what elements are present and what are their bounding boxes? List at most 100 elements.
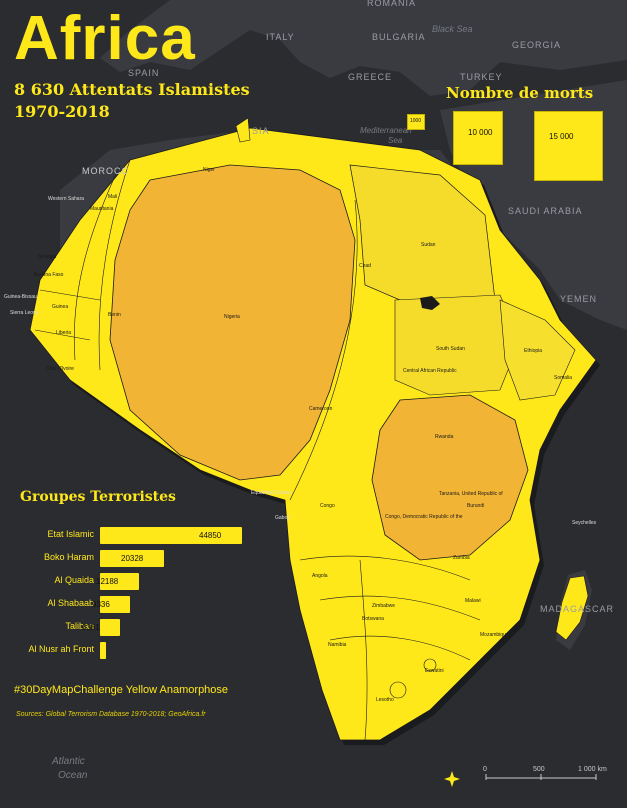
group-bar — [100, 596, 130, 613]
label-spain: SPAIN — [128, 68, 160, 78]
country-equatorial-guinea: Equatorial Guinea — [251, 490, 292, 496]
group-label: Al Shabaab — [47, 598, 94, 608]
border-south-3 — [329, 635, 471, 661]
border-south-4 — [359, 559, 368, 741]
border-west-4 — [34, 329, 91, 341]
country-car: Central African Republic — [403, 368, 457, 374]
label-tunisia: SIA — [252, 126, 270, 136]
map-subtitle-line2: 1970-2018 — [14, 102, 110, 121]
country-lesotho: Lesotho — [376, 697, 394, 703]
country-ethiopia: Ethiopia — [524, 348, 543, 354]
country-mozambique: Mozambique — [480, 632, 509, 638]
border-west-2 — [73, 164, 121, 361]
group-bar — [100, 550, 164, 567]
map-title: Africa — [14, 4, 196, 73]
country-cameroon: Cameroon — [309, 406, 333, 412]
region-nigeria — [109, 164, 356, 481]
group-label: Al Quaida — [54, 575, 94, 585]
legend-square-large: 15 000 — [534, 111, 603, 181]
country-gabon: Gabon — [275, 515, 291, 521]
region-madagascar — [555, 575, 589, 641]
label-romania: ROMANIA — [367, 0, 417, 8]
scale-label-1000: 1 000 km — [578, 766, 607, 773]
group-value: 9336 — [92, 600, 110, 609]
country-tanzania: Tanzania, United Republic of — [439, 491, 503, 497]
scale-label-0: 0 — [483, 766, 487, 773]
group-value: 44850 — [199, 531, 222, 540]
legend-square-small: 1000 — [407, 114, 425, 130]
region-ethiopia — [499, 299, 576, 401]
label-atlantic: Atlantic — [52, 756, 85, 767]
country-burkina: Burkina Faso — [34, 272, 64, 278]
country-cote: Côte d'Ivoire — [46, 366, 74, 372]
groups-title: Groupes Terroristes — [20, 489, 176, 505]
label-italy: ITALY — [266, 32, 295, 42]
country-zambia: Zambia — [453, 555, 470, 561]
region-southsudan — [394, 294, 521, 396]
country-guinea-bissau: Guinea-Bissau — [4, 294, 37, 300]
region-drc — [371, 394, 529, 561]
label-sea: Sea — [388, 136, 403, 145]
label-saudi: SAUDI ARABIA — [508, 206, 583, 216]
legend-title: Nombre de morts — [446, 84, 594, 102]
region-tunisia — [235, 117, 251, 143]
sources-caption: Sources: Global Terrorism Database 1970-… — [16, 711, 206, 718]
group-value: 20328 — [121, 554, 144, 563]
region-darfur — [420, 296, 440, 310]
group-bar — [100, 573, 139, 590]
label-madagascar: MADAGASCAR — [540, 604, 615, 614]
label-ocean: Ocean — [58, 770, 88, 781]
country-sudan: Sudan — [421, 242, 436, 248]
label-mediterranean: Mediterranean — [360, 126, 412, 135]
label-bulgaria: BULGARIA — [372, 32, 426, 42]
legend-size-large: 15 000 — [549, 132, 574, 141]
group-bar — [100, 527, 242, 544]
country-rwanda: Rwanda — [435, 434, 454, 440]
country-seychelles: Seychelles — [572, 520, 597, 526]
group-label: Al Nusr ah Front — [28, 644, 94, 654]
country-botswana: Botswana — [362, 616, 384, 622]
north-arrow-icon — [444, 771, 460, 787]
country-chad: Chad — [359, 263, 371, 269]
label-yemen: YEMEN — [560, 294, 598, 304]
basemap-europe — [100, 0, 627, 96]
country-south-sudan: South Sudan — [436, 346, 465, 352]
legend-square-medium: 10 000 — [453, 111, 503, 165]
scale-label-500: 500 — [533, 766, 545, 773]
label-morocco: MOROCC — [82, 166, 129, 176]
country-sierra-leone: Sierra Leone — [10, 310, 39, 316]
group-bar — [100, 642, 106, 659]
border-west-3 — [39, 289, 101, 301]
label-black-sea: Black Sea — [432, 24, 473, 34]
group-label: Boko Haram — [43, 552, 94, 562]
country-benin: Benin — [108, 312, 121, 318]
legend-size-small: 1000 — [410, 118, 422, 124]
group-label: Taliban — [65, 621, 94, 631]
group-bar — [100, 619, 120, 636]
border-south-2 — [319, 595, 481, 621]
hashtag-caption: #30DayMapChallenge Yellow Anamorphose — [14, 684, 229, 696]
country-guinea: Guinea — [52, 304, 69, 310]
country-senegal: Senegal — [38, 254, 57, 260]
country-angola: Angola — [312, 573, 328, 579]
group-value: 12188 — [96, 577, 119, 586]
country-burundi: Burundi — [467, 503, 485, 509]
border-south-1 — [299, 555, 471, 581]
country-eswatini: Eswatini — [425, 668, 444, 674]
label-turkey: TURKEY — [460, 72, 503, 82]
country-namibia: Namibia — [328, 642, 347, 648]
region-lesotho — [389, 681, 407, 699]
legend-size-medium: 10 000 — [468, 128, 493, 137]
scale-bar — [485, 774, 597, 780]
country-drc: Congo, Democratic Republic of the — [385, 514, 463, 520]
map-subtitle-line1: 8 630 Attentats Islamistes — [14, 80, 250, 99]
group-label: Etat Islamic — [47, 529, 94, 539]
country-niger: Niger — [203, 167, 215, 173]
country-congo: Congo — [320, 503, 335, 509]
country-malawi: Malawi — [465, 598, 481, 604]
country-zimbabwe: Zimbabwe — [372, 603, 396, 609]
label-georgia: GEORGIA — [512, 40, 562, 50]
border-central-1 — [289, 199, 358, 501]
